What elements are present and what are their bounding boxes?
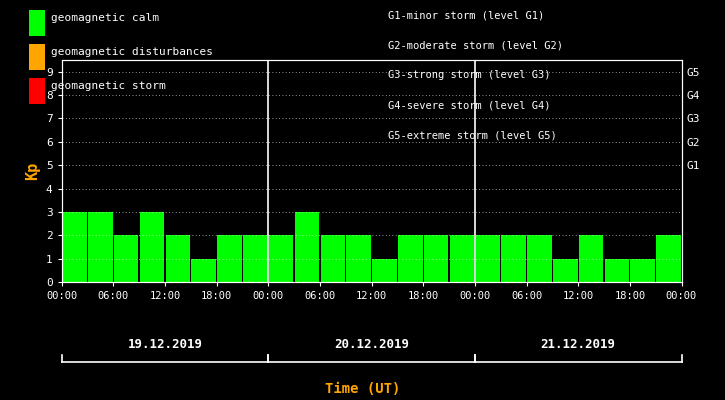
Bar (605, 259, 629, 282)
Bar (218, 235, 241, 282)
Bar (476, 235, 500, 282)
Bar (372, 259, 397, 282)
Bar (656, 235, 681, 282)
Bar (165, 235, 190, 282)
Bar (579, 235, 603, 282)
Bar (320, 235, 345, 282)
Bar (114, 235, 138, 282)
Text: 21.12.2019: 21.12.2019 (541, 338, 616, 351)
Bar (191, 259, 216, 282)
Bar (62, 212, 87, 282)
Text: Time (UT): Time (UT) (325, 382, 400, 396)
Text: geomagnetic calm: geomagnetic calm (51, 12, 159, 22)
Text: G4-severe storm (level G4): G4-severe storm (level G4) (388, 100, 550, 110)
Bar (295, 212, 319, 282)
Text: 19.12.2019: 19.12.2019 (128, 338, 202, 351)
Text: G3-strong storm (level G3): G3-strong storm (level G3) (388, 70, 550, 80)
Bar (243, 235, 268, 282)
Bar (631, 259, 655, 282)
Text: G1-minor storm (level G1): G1-minor storm (level G1) (388, 10, 544, 20)
Bar (140, 212, 165, 282)
Y-axis label: Kp: Kp (25, 162, 41, 180)
Bar (450, 235, 474, 282)
Bar (88, 212, 112, 282)
Bar (553, 259, 578, 282)
Text: 20.12.2019: 20.12.2019 (334, 338, 409, 351)
Bar (527, 235, 552, 282)
Bar (424, 235, 448, 282)
Text: geomagnetic storm: geomagnetic storm (51, 81, 165, 91)
Bar (398, 235, 423, 282)
Bar (269, 235, 294, 282)
Text: geomagnetic disturbances: geomagnetic disturbances (51, 46, 212, 56)
Text: G5-extreme storm (level G5): G5-extreme storm (level G5) (388, 130, 557, 140)
Text: G2-moderate storm (level G2): G2-moderate storm (level G2) (388, 40, 563, 50)
Bar (347, 235, 371, 282)
Bar (502, 235, 526, 282)
